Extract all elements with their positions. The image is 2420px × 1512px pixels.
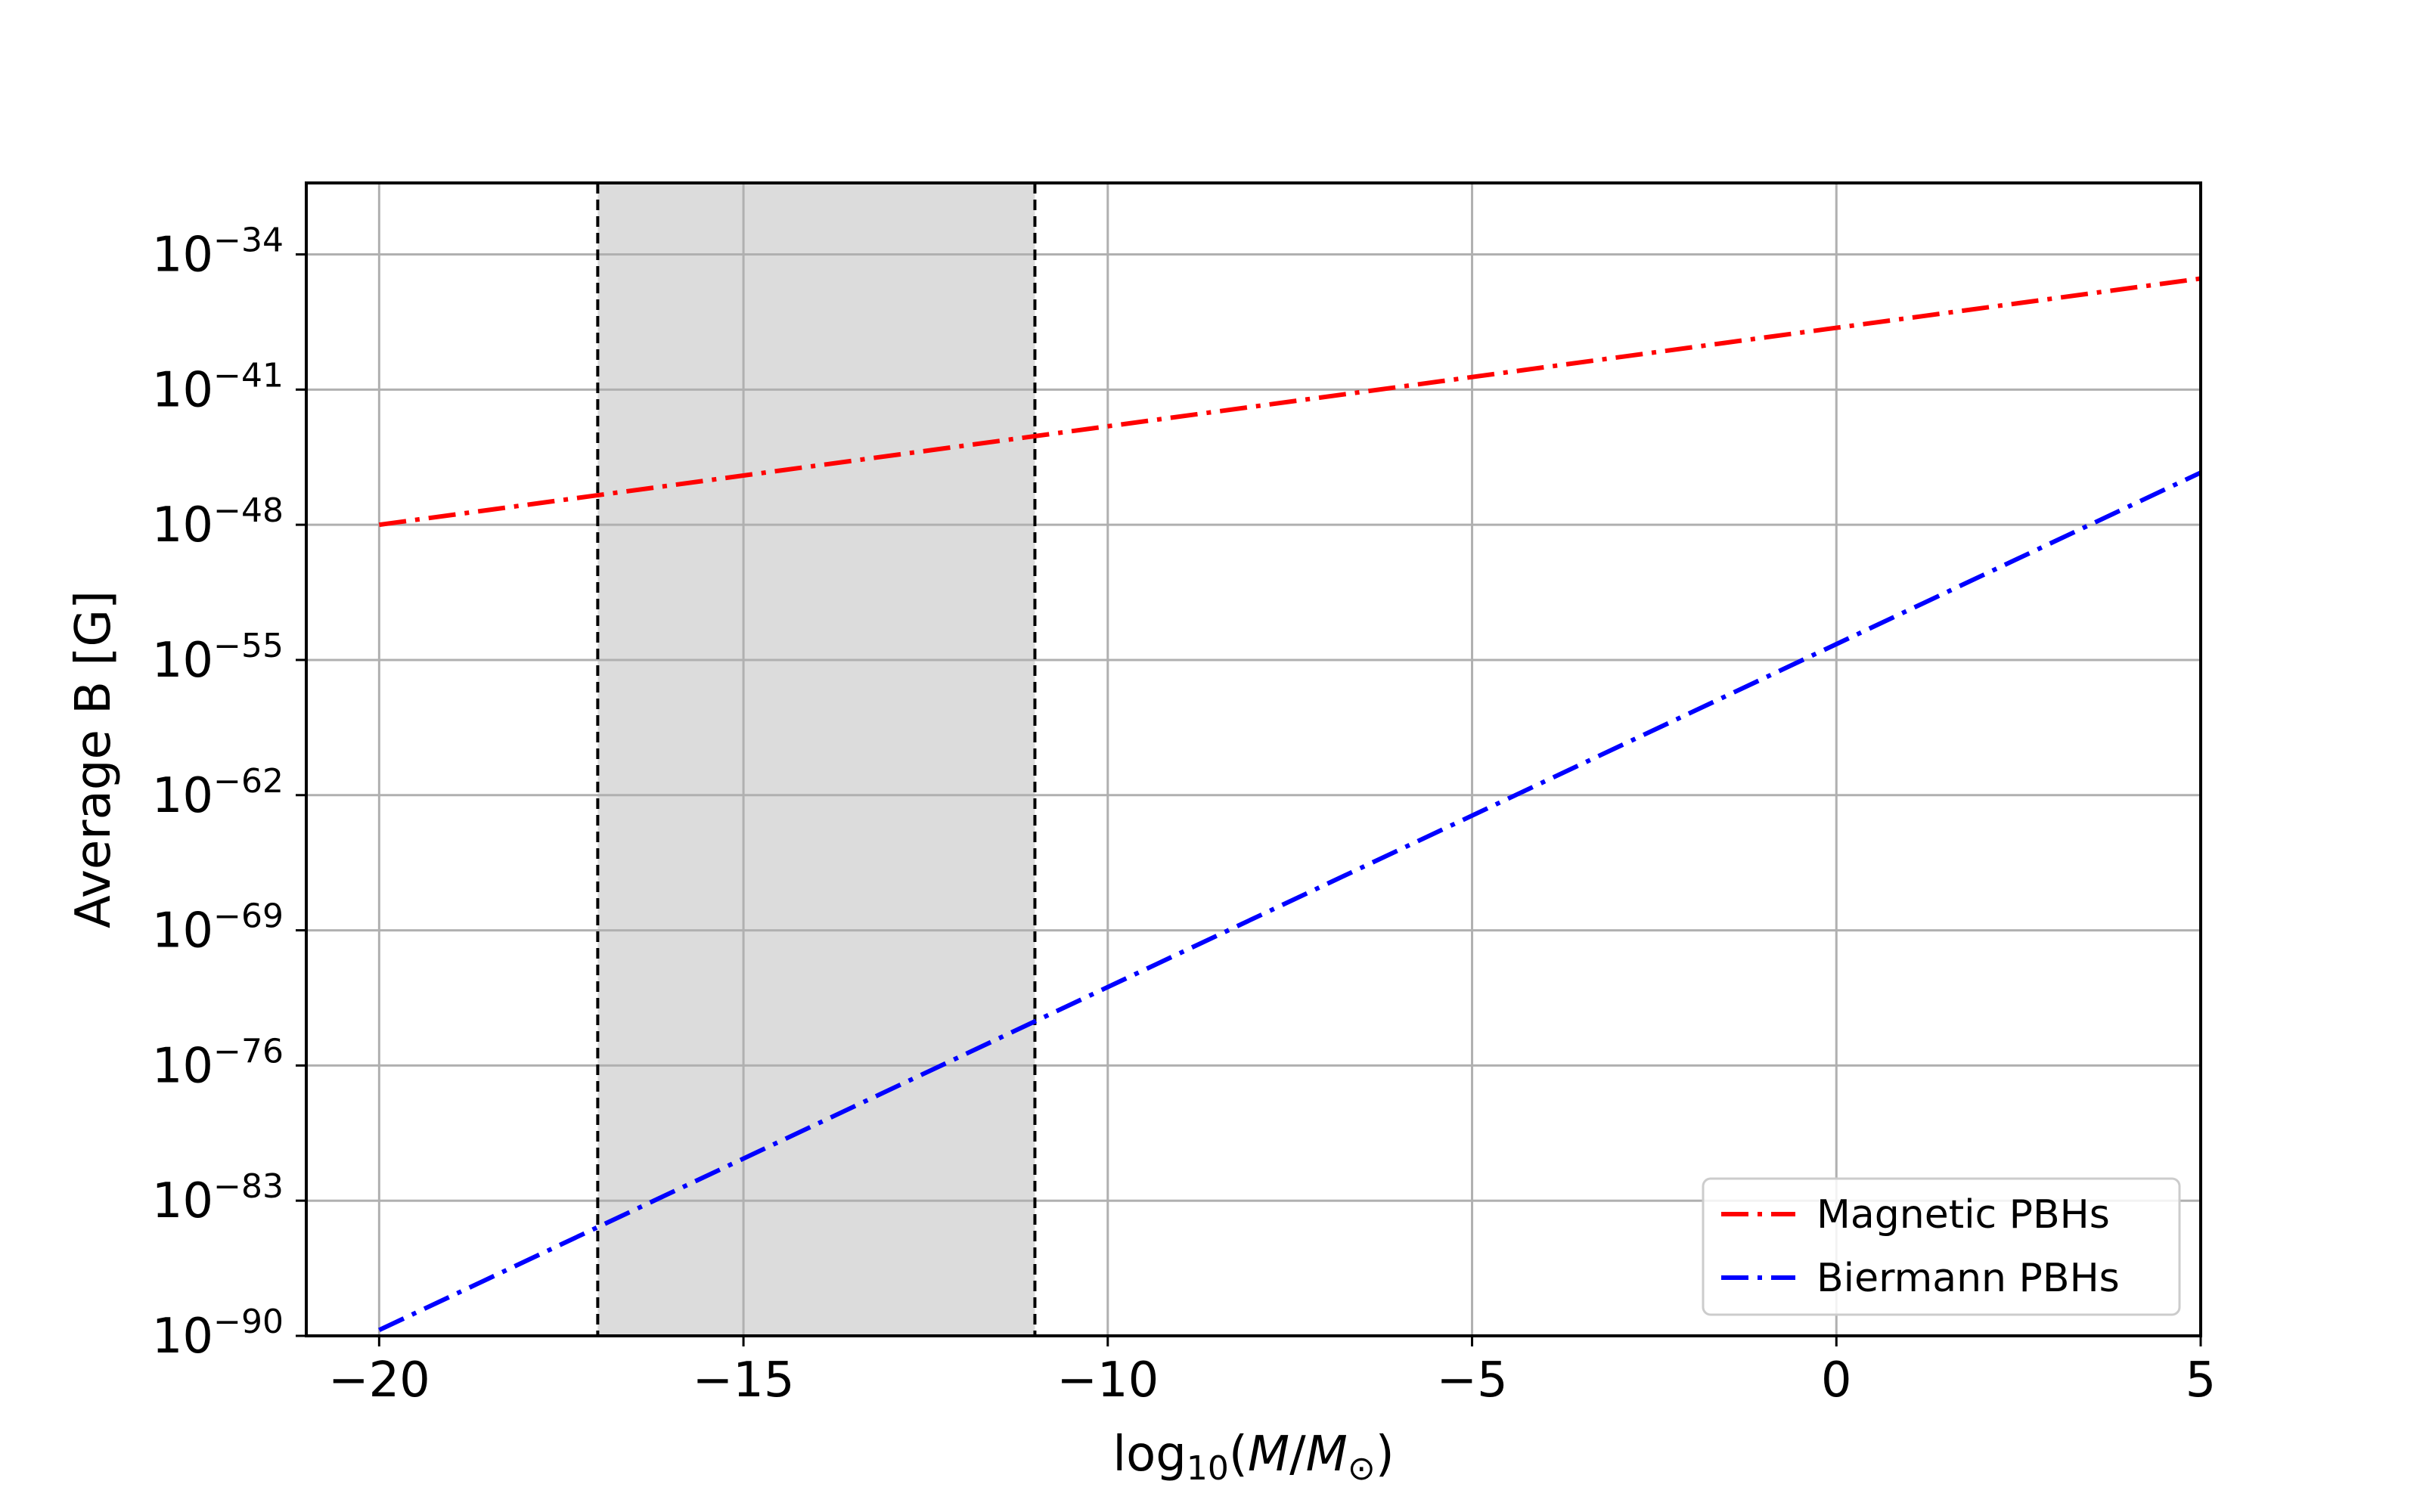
legend-label-0: Magnetic PBHs [1817,1192,2110,1238]
plot-area: −20 −15 −10 −5 0 5 10−34 10−41 10−48 10−55 10−62 10… [66,181,2217,1488]
y-tick-label: 10−83 [152,1167,284,1229]
x-tick-label: −5 [1436,1352,1507,1408]
x-tick-label: 5 [2186,1352,2217,1408]
y-tick-label: 10−69 [152,897,284,959]
y-tick-label: 10−55 [152,627,284,689]
y-tick-label: 10−48 [152,491,284,553]
y-tick-label: 10−34 [152,222,284,284]
series-line-magnetic-pbhs [378,276,2201,528]
y-axis-label: Average B [G] [66,590,122,928]
series-line-biermann-pbhs [378,470,2202,1333]
y-tick-label: 10−90 [152,1303,284,1365]
x-tick-label: −15 [693,1352,795,1408]
legend: Magnetic PBHs Biermann PBHs [1702,1177,2181,1316]
legend-label-1: Biermann PBHs [1817,1256,2120,1301]
shaded-region [597,183,1035,1336]
x-tick-label: −10 [1056,1352,1159,1408]
x-tick-label: 0 [1821,1352,1852,1408]
y-tick-label: 10−41 [152,356,284,418]
x-tick-label: −20 [328,1352,430,1408]
x-axis-label: log10(M/M⊙) [1112,1427,1394,1488]
legend-box [1702,1177,2181,1316]
y-tick-label: 10−62 [152,762,284,824]
y-tick-label: 10−76 [152,1032,284,1094]
axes-frame [305,181,2202,1337]
